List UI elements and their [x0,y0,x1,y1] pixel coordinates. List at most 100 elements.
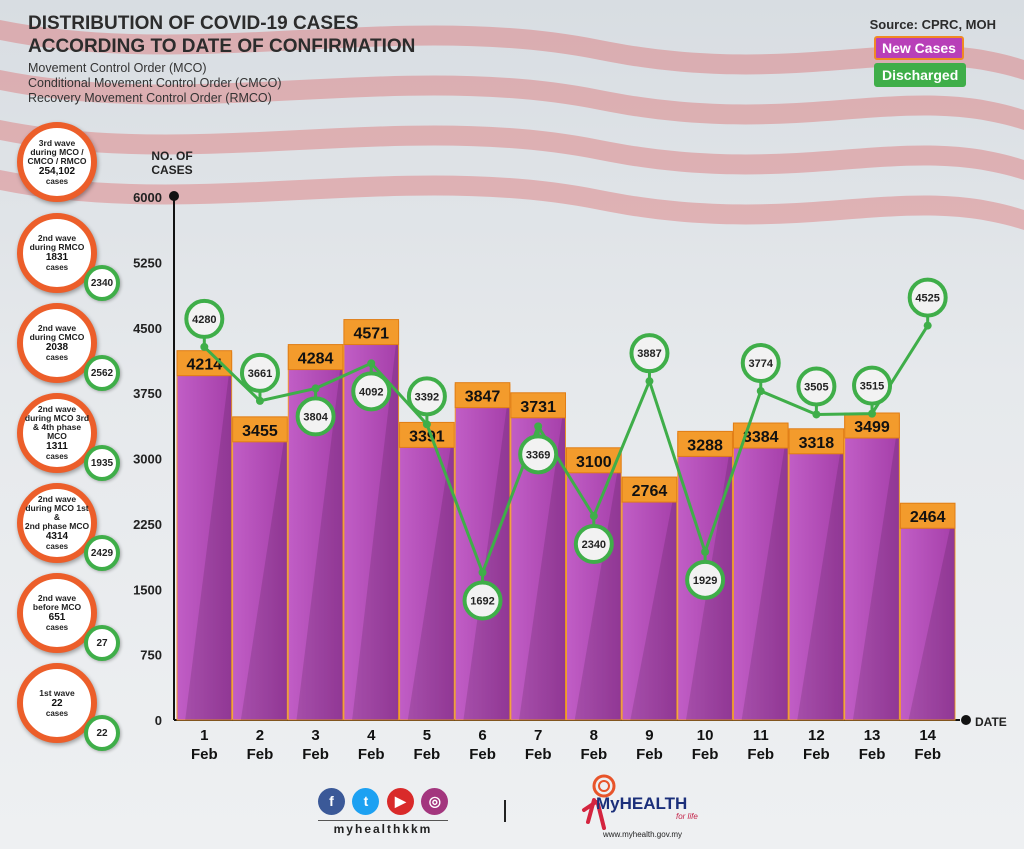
wave-text: 2nd wave [37,494,77,504]
bar-value-label: 3391 [409,428,445,445]
legend-new-cases: New Cases [874,36,964,60]
wave-text: 2nd wave [37,233,77,243]
x-axis-title: DATE [975,715,1007,729]
bar-shade [797,430,844,720]
title-line-2: ACCORDING TO DATE OF CONFIRMATION [28,36,416,57]
discharged-value-label: 4525 [915,293,939,305]
twitter-icon[interactable]: t [352,788,380,815]
wave-text: 3rd wave [38,137,76,148]
x-tick-label: 9 [645,727,653,744]
bar-shade [407,424,455,720]
discharged-value-label: 3804 [303,411,328,423]
discharged-marker [295,396,336,437]
title-line-1: DISTRIBUTION OF COVID-19 CASES [28,13,359,34]
bar-shade [574,449,622,720]
wave-text: during MCO 1st & [25,503,89,522]
x-tick-label: Feb [469,746,496,763]
brand-url: www.myhealth.gov.my [603,830,682,839]
facebook-icon[interactable]: f [318,788,345,815]
wave-cases: 254,102 [38,165,76,177]
discharged-value-label: 3774 [749,358,774,370]
bar-value-label: 2464 [910,509,946,526]
discharged-marker [184,298,225,339]
wave-cases: 1311 [46,441,68,452]
discharged-marker [406,376,447,417]
wave-cases: 2038 [45,342,69,353]
bar-value-label: 3384 [743,429,779,446]
bar-shade [908,505,955,720]
bar [566,449,622,721]
bar-shade [463,384,510,720]
wave-cases-suffix: cases [45,623,69,632]
x-tick-label: 4 [367,727,376,744]
bar-shade [519,394,566,720]
wave-text: CMCO / RMCO [27,155,87,166]
wave-bubble: 2nd wave during CMCO 2038 cases [17,303,97,383]
bar [232,418,288,721]
x-tick-label: 8 [590,727,598,744]
bar-label-box [899,502,956,529]
y-tick-label: 6000 [133,190,162,205]
y-tick-label: 5250 [133,255,162,270]
x-tick-label: 5 [423,727,431,744]
discharged-marker [351,371,392,412]
bar-label-box [510,392,567,419]
discharged-marker [907,277,948,318]
discharged-value-label: 1692 [470,596,494,608]
footer-divider [504,800,506,822]
wave-cases-suffix: cases [45,708,69,718]
discharged-value-label: 2340 [582,539,606,551]
bar-shade [685,433,733,720]
wave-cases: 651 [48,612,66,623]
wave-bubble: 2nd wave during MCO 1st & 2nd phase MCO 431… [17,483,97,563]
bar-shade [296,346,343,720]
discharged-marker [796,366,837,407]
wave-text: during RMCO [29,242,85,252]
chart-title: DISTRIBUTION OF COVID-19 CASES ACCORDING… [28,12,415,58]
discharged-value-label: 3369 [526,449,550,461]
social-icons: f t ▶ ◎ [318,788,451,815]
bar-shade [852,415,900,720]
bar-shade [352,321,399,720]
x-tick-label: Feb [414,746,441,763]
bar-label-box [232,416,288,443]
x-tick-label: Feb [859,746,886,763]
wave-text: 2nd wave [37,404,77,414]
bar-value-label: 2764 [632,483,668,500]
wave-cases: 1831 [45,252,69,263]
bar-value-label: 3100 [576,454,612,471]
wave-cases-suffix: cases [45,176,69,186]
x-tick-label: Feb [580,746,607,763]
x-tick-label: Feb [692,746,719,763]
y-tick-label: 3750 [133,386,162,401]
youtube-icon[interactable]: ▶ [386,788,414,815]
subtitle-mco: Movement Control Order (MCO) [28,61,207,75]
legend-discharged: Discharged [874,63,967,87]
x-tick-label: 7 [534,727,542,744]
discharged-marker [239,352,280,393]
wave-text: 2nd wave [37,323,77,333]
wave-text: before MCO [32,602,82,612]
wave-cases-suffix: cases [45,263,69,272]
discharged-value-label: 3392 [415,391,439,403]
instagram-icon[interactable]: ◎ [421,788,449,815]
x-tick-label: Feb [747,746,774,763]
y-axis-cap [169,191,179,201]
discharged-marker [462,580,503,621]
wave-cases: 4314 [45,531,69,542]
y-tick-label: 750 [140,648,162,663]
bar [454,384,511,721]
x-tick-label: Feb [358,746,385,763]
y-axis-title: NO. OF [151,149,192,163]
x-tick-label: Feb [636,746,663,763]
y-tick-label: 3000 [133,452,162,467]
discharged-marker [740,343,781,384]
myhealth-logo-icon [582,774,616,830]
wave-discharged: 2562 [84,355,120,391]
bar-label-box [454,382,511,409]
x-tick-label: 6 [478,727,486,744]
x-axis-cap [961,715,971,725]
bar [788,430,845,721]
bar-shade [240,418,288,720]
